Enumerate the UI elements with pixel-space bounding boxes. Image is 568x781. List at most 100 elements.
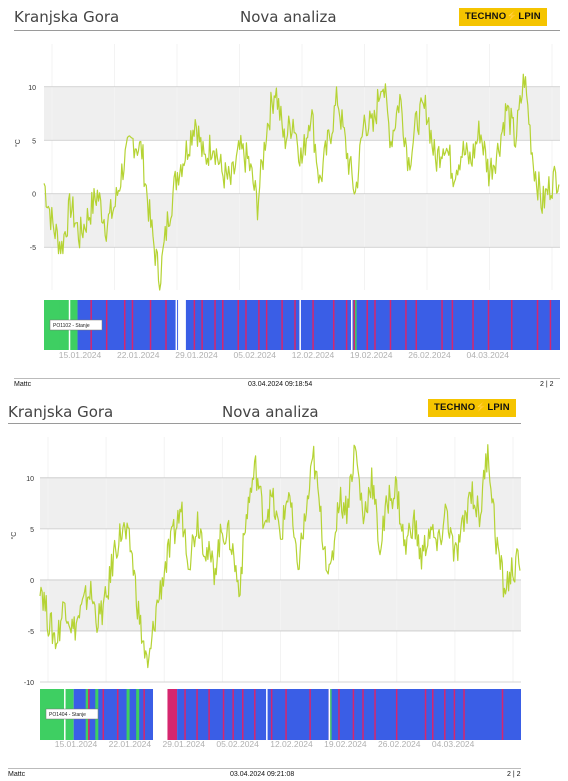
status-label-box [49, 319, 103, 331]
y-tick-label: -5 [30, 245, 36, 252]
location-title: Kranjska Gora [8, 403, 114, 421]
x-tick-label: 05.02.2024 [216, 739, 259, 749]
report-page-1: Kranjska Gora Nova analiza TECHNO⚡LPIN -… [14, 8, 560, 388]
header-rule [8, 423, 521, 424]
status-label: PO1404 - Stanje [49, 712, 86, 718]
status-label-box [45, 708, 99, 720]
status-red-mark [285, 689, 287, 740]
status-red-mark [143, 689, 145, 740]
status-red-mark [309, 689, 311, 740]
status-red-mark [131, 300, 134, 350]
status-red-mark [258, 300, 260, 350]
x-tick-label: 04.03.2024 [466, 350, 509, 360]
technoalpin-logo: TECHNO⚡LPIN [428, 399, 516, 417]
x-tick-label: 15.01.2024 [59, 350, 102, 360]
x-tick-label: 26.02.2024 [378, 739, 421, 749]
status-red-mark [201, 300, 203, 350]
header-rule [14, 30, 560, 31]
status-red-mark [374, 300, 376, 350]
status-red-mark [245, 300, 247, 350]
status-red-mark [196, 689, 198, 740]
footer-page-number: 2 | 2 [507, 771, 521, 778]
footer-timestamp: 03.04.2024 09:21:08 [230, 771, 295, 778]
status-red-mark [232, 689, 234, 740]
y-tick-label: 5 [30, 527, 34, 534]
status-red-mark [294, 300, 296, 350]
status-red-mark [345, 300, 348, 350]
y-tick-label: 0 [30, 578, 34, 585]
status-white-mark [328, 689, 331, 740]
status-red-mark [265, 300, 268, 350]
x-tick-label: 19.02.2024 [350, 350, 393, 360]
x-tick-label: 12.02.2024 [270, 739, 313, 749]
footer-rule [8, 768, 521, 769]
technoalpin-logo: TECHNO⚡LPIN [459, 8, 547, 26]
status-red-mark [332, 300, 335, 350]
location-title: Kranjska Gora [14, 8, 120, 26]
report-title: Nova analiza [222, 403, 319, 421]
status-red-mark [487, 300, 490, 350]
status-segment [177, 689, 521, 740]
temperature-chart-1: -5 0 5 10 °C PO1102 - Stanje 15.01.2024 22.01.2… [14, 44, 560, 360]
status-red-mark [389, 300, 392, 350]
status-segment [167, 689, 178, 740]
y-axis-label: °C [14, 139, 22, 147]
status-red-mark [463, 689, 465, 740]
status-red-mark [353, 300, 356, 350]
y-axis-label: °C [10, 532, 18, 540]
status-red-mark [472, 300, 474, 350]
x-tick-label: 04.03.2024 [432, 739, 475, 749]
footer-page-number: 2 | 2 [540, 381, 554, 388]
status-red-mark [184, 689, 186, 740]
x-tick-label: 12.02.2024 [292, 350, 335, 360]
status-red-mark [441, 300, 443, 350]
status-red-mark [451, 300, 454, 350]
status-red-mark [366, 300, 368, 350]
y-tick-label: 5 [32, 138, 36, 145]
x-tick-label: 29.01.2024 [162, 739, 205, 749]
y-tick-label: 10 [28, 85, 36, 92]
status-red-mark [374, 689, 376, 740]
status-red-mark [237, 300, 239, 350]
x-tick-label: 22.01.2024 [109, 739, 152, 749]
status-white-mark [175, 300, 178, 350]
status-red-mark [149, 300, 152, 350]
status-red-mark [312, 300, 314, 350]
footer-rule [14, 378, 560, 379]
status-red-mark [432, 689, 434, 740]
y-tick-label: 10 [26, 476, 34, 483]
status-red-mark [405, 300, 407, 350]
status-white-mark [299, 300, 301, 350]
status-red-mark [102, 689, 105, 740]
status-red-mark [165, 300, 167, 350]
status-red-mark [123, 300, 126, 350]
status-segment [178, 300, 186, 350]
status-red-mark [254, 689, 256, 740]
status-red-mark [222, 300, 224, 350]
status-red-mark [270, 689, 273, 740]
x-tick-label: 19.02.2024 [324, 739, 367, 749]
footer-user: Mattc [8, 771, 26, 778]
y-tick-label: -10 [24, 680, 34, 687]
temperature-series-line [39, 444, 521, 669]
status-white-mark [351, 300, 353, 350]
status-red-mark [208, 689, 210, 740]
status-segment [153, 689, 168, 740]
status-label: PO1102 - Stanje [53, 323, 90, 329]
status-red-mark [242, 689, 244, 740]
status-red-mark [415, 300, 418, 350]
status-red-mark [536, 300, 539, 350]
temperature-series-line [43, 73, 560, 291]
status-red-mark [281, 300, 283, 350]
status-red-mark [453, 689, 456, 740]
temperature-chart-2: -10 -5 0 5 10 °C PO1404 - Stanje 15.01.2024 22.0… [10, 437, 521, 749]
status-green-mark [126, 689, 130, 740]
x-tick-label: 29.01.2024 [175, 350, 218, 360]
status-segment [185, 300, 560, 350]
status-red-mark [395, 689, 398, 740]
footer-user: Mattc [14, 381, 32, 388]
status-red-mark [105, 300, 108, 350]
status-red-mark [424, 689, 427, 740]
status-red-mark [222, 689, 225, 740]
status-red-mark [338, 689, 340, 740]
